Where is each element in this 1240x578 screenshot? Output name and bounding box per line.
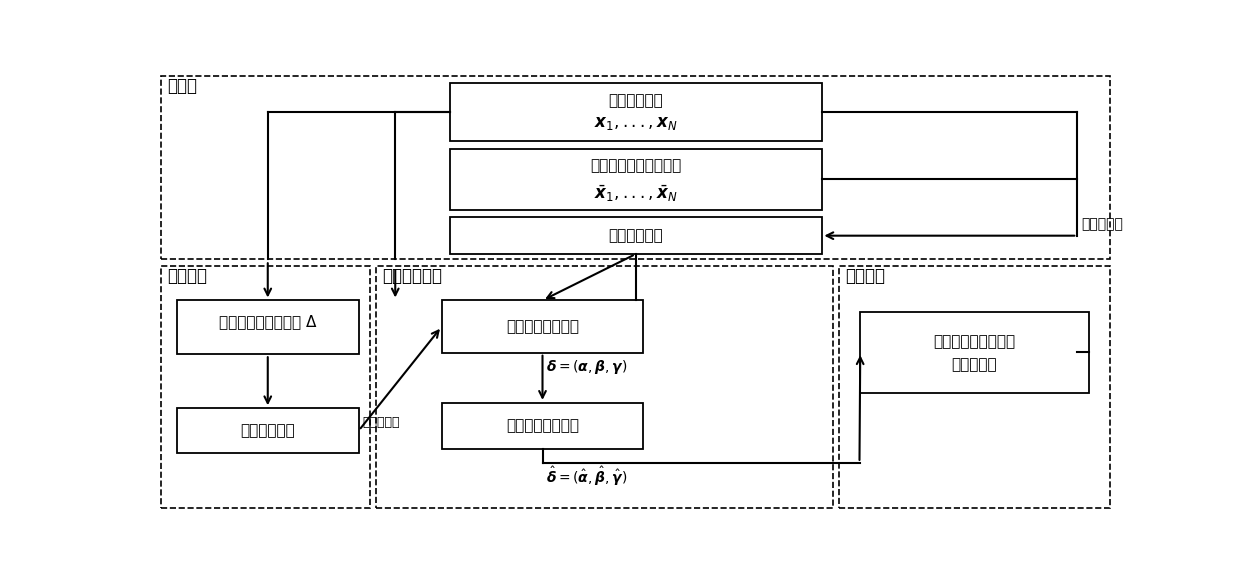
Text: $\bar{\boldsymbol{x}}_1,...,\bar{\boldsymbol{x}}_N$: $\bar{\boldsymbol{x}}_1,...,\bar{\boldsy… <box>594 183 677 203</box>
Bar <box>449 217 821 254</box>
Text: 估计模型参数矩阵: 估计模型参数矩阵 <box>506 319 579 334</box>
Text: 更新数据库: 更新数据库 <box>1081 217 1123 231</box>
Text: $\boldsymbol{\delta}=(\boldsymbol{\alpha},\boldsymbol{\beta},\boldsymbol{\gamma}: $\boldsymbol{\delta}=(\boldsymbol{\alpha… <box>547 358 627 376</box>
Text: 若数据缺失: 若数据缺失 <box>363 416 401 429</box>
Bar <box>176 301 358 354</box>
Text: 前期采集数据: 前期采集数据 <box>608 228 663 243</box>
Text: 实时采集数据: 实时采集数据 <box>608 92 663 108</box>
Text: 生成数据完整性矩阵 Δ: 生成数据完整性矩阵 Δ <box>219 314 316 329</box>
Bar <box>176 408 358 453</box>
Text: 补缺失数据: 补缺失数据 <box>952 357 997 372</box>
Bar <box>161 76 1110 259</box>
Bar <box>441 403 644 449</box>
Text: $\boldsymbol{x}_1,...,\boldsymbol{x}_N$: $\boldsymbol{x}_1,...,\boldsymbol{x}_N$ <box>594 114 677 132</box>
Text: 数据库: 数据库 <box>167 77 197 95</box>
Text: 填补模块: 填补模块 <box>846 268 885 286</box>
Bar <box>839 266 1110 508</box>
Text: 诊断模块: 诊断模块 <box>167 268 207 286</box>
Text: 利用多元线性回归填: 利用多元线性回归填 <box>934 334 1016 349</box>
Text: 在线标定模块: 在线标定模块 <box>382 268 443 286</box>
Text: 同时刻历史数据平均值: 同时刻历史数据平均值 <box>590 158 681 173</box>
Bar <box>441 301 644 353</box>
Text: 预测模型参数矩阵: 预测模型参数矩阵 <box>506 418 579 434</box>
Bar <box>861 312 1089 393</box>
Bar <box>161 266 371 508</box>
Text: $\hat{\boldsymbol{\delta}}=(\hat{\boldsymbol{\alpha}},\hat{\boldsymbol{\beta}},\: $\hat{\boldsymbol{\delta}}=(\hat{\boldsy… <box>547 465 627 488</box>
Bar <box>376 266 833 508</box>
Bar <box>449 83 821 141</box>
Text: 判断数据质量: 判断数据质量 <box>241 423 295 438</box>
Bar <box>449 149 821 210</box>
